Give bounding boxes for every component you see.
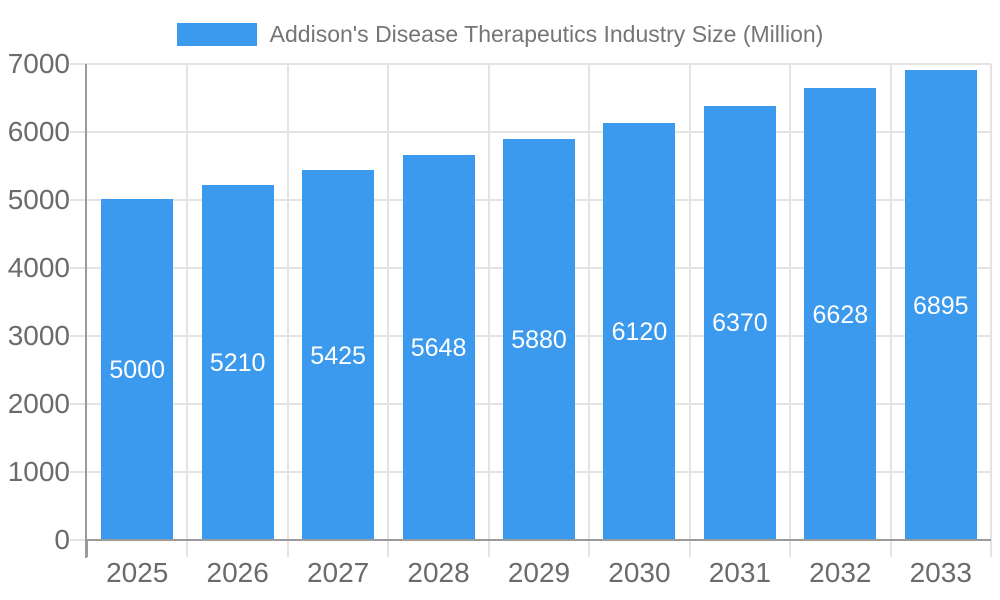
y-tick-mark	[70, 131, 87, 133]
gridline-vertical	[889, 64, 892, 540]
gridline-vertical	[286, 64, 289, 540]
x-tick-label: 2033	[909, 557, 972, 588]
y-tick-mark	[70, 403, 87, 405]
y-tick-mark	[70, 471, 87, 473]
bar-value-label: 5000	[109, 356, 166, 384]
x-tick-mark	[286, 540, 289, 557]
bar[interactable]	[101, 199, 174, 539]
bar[interactable]	[503, 139, 575, 539]
gridline-horizontal	[87, 131, 991, 133]
x-tick-mark	[387, 540, 390, 557]
x-axis-line	[85, 539, 991, 541]
bar-value-label: 5425	[310, 341, 366, 370]
gridline-vertical	[588, 64, 591, 540]
gridline-vertical	[789, 64, 792, 540]
y-tick-mark	[70, 539, 87, 541]
y-tick-label: 7000	[7, 48, 70, 79]
y-tick-label: 1000	[7, 456, 70, 487]
gridline-vertical	[688, 64, 691, 540]
x-tick-mark	[688, 540, 691, 557]
y-tick-label: 3000	[7, 320, 70, 351]
y-tick-mark	[70, 199, 87, 201]
x-tick-label: 2029	[507, 557, 571, 588]
x-tick-label: 2026	[206, 557, 269, 588]
gridline-horizontal	[87, 63, 991, 65]
bar-value-label: 6120	[611, 317, 668, 346]
bar[interactable]	[402, 154, 475, 539]
x-tick-mark	[789, 540, 792, 557]
x-tick-label: 2027	[306, 557, 370, 588]
bar-value-label: 6895	[912, 291, 969, 320]
bar-value-label: 6628	[812, 300, 869, 329]
bar[interactable]	[603, 122, 676, 539]
x-tick-label: 2030	[608, 557, 671, 588]
gridline-vertical	[990, 64, 992, 540]
y-tick-mark	[70, 335, 87, 337]
y-tick-label: 0	[54, 524, 70, 555]
plot-area: 0 1000 2000 3000 4000 5000 6000 7000 5000 2025 521…	[8, 50, 992, 587]
y-tick-label: 6000	[7, 116, 70, 147]
x-tick-mark	[186, 540, 189, 557]
x-tick-mark	[487, 540, 490, 557]
bar[interactable]	[904, 70, 977, 539]
legend[interactable]: Addison's Disease Therapeutics Industry …	[0, 21, 1000, 48]
legend-swatch	[176, 23, 257, 46]
y-tick-label: 4000	[7, 252, 70, 283]
y-tick-label: 2000	[7, 388, 70, 419]
legend-label: Addison's Disease Therapeutics Industry …	[269, 21, 824, 47]
bar-value-label: 5210	[209, 348, 266, 377]
gridline-vertical	[387, 64, 390, 540]
x-tick-mark	[588, 540, 591, 557]
x-tick-label: 2028	[407, 557, 470, 588]
y-tick-mark	[70, 63, 87, 65]
y-tick-mark	[70, 267, 87, 269]
bar[interactable]	[201, 184, 274, 539]
bar[interactable]	[703, 105, 776, 539]
x-tick-label: 2032	[809, 557, 872, 588]
x-tick-mark	[889, 540, 892, 557]
gridline-vertical	[487, 64, 490, 540]
y-axis-line	[85, 64, 87, 558]
gridline-vertical	[186, 64, 189, 540]
bar-value-label: 5880	[511, 326, 567, 355]
bar-value-label: 5648	[410, 333, 467, 362]
bar[interactable]	[804, 88, 877, 539]
x-tick-label: 2031	[708, 557, 772, 588]
x-tick-mark	[990, 540, 992, 557]
x-tick-label: 2025	[106, 557, 169, 588]
bar[interactable]	[302, 170, 375, 539]
y-tick-label: 5000	[7, 184, 70, 215]
bar-value-label: 6370	[712, 309, 768, 338]
x-tick-mark	[86, 540, 88, 557]
